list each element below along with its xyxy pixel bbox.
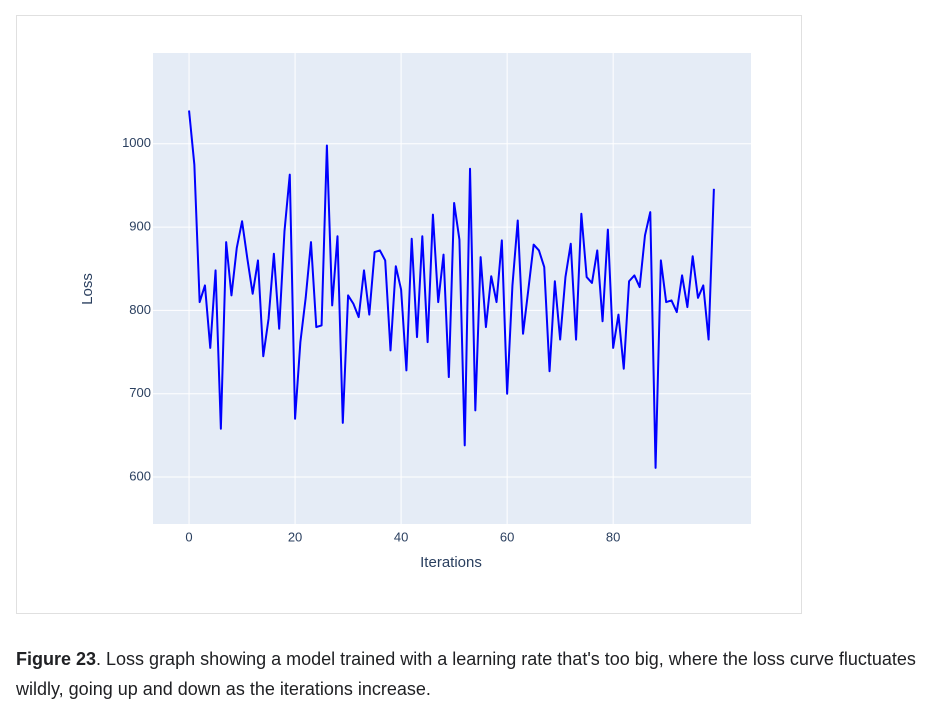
y-tick-label: 900 (129, 219, 151, 234)
x-tick-label: 20 (288, 529, 302, 544)
caption-text: . Loss graph showing a model trained wit… (16, 649, 916, 699)
y-tick-label: 1000 (122, 135, 151, 150)
x-tick-label: 80 (606, 529, 620, 544)
caption: Figure 23. Loss graph showing a model tr… (16, 644, 926, 704)
y-tick-label: 700 (129, 385, 151, 400)
loss-line (188, 110, 715, 469)
x-axis-label: Iterations (420, 554, 482, 571)
chart: Iterations Loss 600 700 800 900 1000 0 20 40 60 8… (79, 53, 751, 571)
x-tick-label: 0 (185, 529, 192, 544)
y-tick-label: 600 (129, 468, 151, 483)
y-tick-label: 800 (129, 302, 151, 317)
caption-label: Figure 23 (16, 649, 97, 669)
x-tick-label: 60 (500, 529, 514, 544)
x-tick-label: 40 (394, 529, 408, 544)
figure-frame (16, 15, 802, 614)
y-axis-label: Loss (79, 273, 96, 305)
